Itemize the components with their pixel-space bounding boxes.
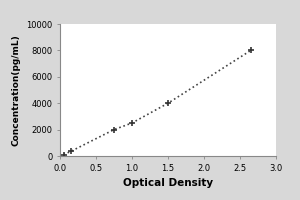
Y-axis label: Concentration(pg/mL): Concentration(pg/mL)	[12, 34, 21, 146]
X-axis label: Optical Density: Optical Density	[123, 178, 213, 188]
